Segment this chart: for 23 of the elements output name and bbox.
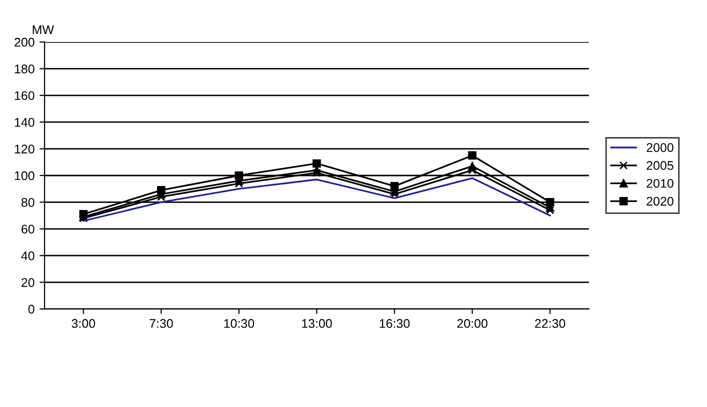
legend-label: 2000 bbox=[646, 143, 674, 152]
x-tick-label: 13:00 bbox=[302, 319, 332, 328]
x-tick-label: 7:30 bbox=[150, 319, 173, 328]
y-tick-label: 180 bbox=[14, 64, 34, 74]
y-tick-label: 200 bbox=[14, 38, 34, 47]
y-tick-label: 100 bbox=[14, 171, 34, 180]
x-tick-label: 20:00 bbox=[457, 319, 488, 328]
x-tick-label: 3:00 bbox=[72, 319, 96, 328]
y-axis-title: MW bbox=[32, 25, 54, 34]
x-tick-label: 16:30 bbox=[380, 319, 410, 328]
x-tick-label: 22:30 bbox=[535, 319, 566, 328]
legend-label: 2010 bbox=[646, 178, 674, 188]
y-tick-label: 120 bbox=[14, 144, 34, 154]
y-tick-label: 60 bbox=[22, 224, 34, 234]
legend-label: 2020 bbox=[646, 196, 674, 206]
y-tick-label: 20 bbox=[22, 278, 34, 287]
y-tick-label: 160 bbox=[14, 91, 34, 100]
y-tick-label: 40 bbox=[21, 251, 34, 260]
y-tick-label: 140 bbox=[14, 118, 34, 127]
x-tick-label: 10:30 bbox=[224, 319, 254, 328]
legend-label: 2005 bbox=[646, 161, 674, 170]
y-tick-label: 0 bbox=[28, 304, 34, 314]
y-tick-label: 80 bbox=[21, 198, 34, 207]
